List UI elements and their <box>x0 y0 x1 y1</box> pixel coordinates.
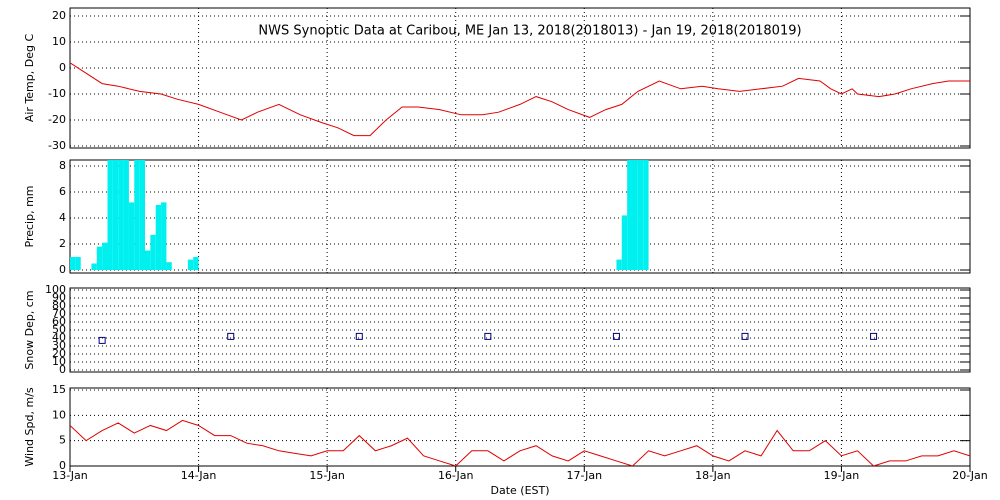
bar <box>166 262 172 270</box>
bar <box>643 160 649 270</box>
bar <box>102 242 108 270</box>
bar <box>139 160 145 270</box>
point <box>612 332 620 340</box>
y-axis-label: Snow Dep, cm <box>23 290 36 369</box>
y-tick-label: -30 <box>48 139 66 152</box>
y-tick-label: 0 <box>59 363 66 376</box>
panel-frame <box>69 387 971 467</box>
bar <box>621 215 628 270</box>
y-tick-label: 8 <box>59 159 66 172</box>
bar <box>193 257 199 270</box>
y-tick-label: 10 <box>52 355 66 368</box>
y-tick-label: 6 <box>59 185 66 198</box>
x-tick-label: 17-Jan <box>567 469 603 482</box>
y-tick-label: 50 <box>52 323 66 336</box>
bar <box>187 259 194 270</box>
point <box>741 332 749 340</box>
y-tick-label: 10 <box>52 408 66 421</box>
plot-area <box>70 160 649 270</box>
y-tick-label: 60 <box>52 315 66 328</box>
y-tick-label: 30 <box>52 339 66 352</box>
x-tick-label: 16-Jan <box>438 469 474 482</box>
y-tick-label: 20 <box>52 9 66 22</box>
y-tick-label: 90 <box>52 291 66 304</box>
x-tick-label: 19-Jan <box>824 469 860 482</box>
plot-area <box>70 419 970 466</box>
x-tick-label: 15-Jan <box>309 469 345 482</box>
point <box>870 332 878 340</box>
point <box>355 332 363 340</box>
bar <box>145 250 151 270</box>
point <box>98 336 106 344</box>
bar <box>632 160 638 270</box>
y-tick-label: 0 <box>59 459 66 472</box>
y-tick-label: 40 <box>52 331 66 344</box>
x-axis-label: Date (EST) <box>490 484 549 497</box>
bar <box>627 160 633 270</box>
y-tick-label: 10 <box>52 35 66 48</box>
bar <box>70 257 76 270</box>
y-tick-label: 20 <box>52 347 66 360</box>
y-tick-label: 5 <box>59 434 66 447</box>
point <box>484 332 492 340</box>
x-tick-label: 14-Jan <box>181 469 217 482</box>
y-tick-label: 0 <box>59 263 66 276</box>
bar <box>637 160 644 270</box>
bar <box>123 160 129 270</box>
y-tick-label: 70 <box>52 307 66 320</box>
y-axis-label: Air Temp, Deg C <box>23 34 36 123</box>
bar <box>91 263 97 270</box>
y-axis-label: Precip, mm <box>23 186 36 248</box>
bar <box>75 257 81 270</box>
data-line <box>70 62 970 137</box>
bar <box>616 259 622 270</box>
bar <box>96 246 103 270</box>
bar <box>118 160 124 270</box>
y-tick-label: 4 <box>59 211 66 224</box>
y-axis-label: Wind Spd, m/s <box>23 387 36 467</box>
panel-frame <box>69 7 971 149</box>
panel-frame <box>69 159 971 274</box>
panel-frame <box>69 287 971 373</box>
y-tick-label: 80 <box>52 299 66 312</box>
bar <box>150 234 156 270</box>
y-tick-label: -20 <box>48 113 66 126</box>
y-tick-label: 100 <box>45 283 66 296</box>
plot-area <box>70 62 970 137</box>
bar <box>112 160 119 270</box>
y-tick-label: 15 <box>52 383 66 396</box>
bar <box>161 202 167 270</box>
y-tick-label: 2 <box>59 237 66 250</box>
point <box>227 332 235 340</box>
y-tick-label: -10 <box>48 87 66 100</box>
x-tick-label: 20-Jan <box>952 469 988 482</box>
x-tick-label: 18-Jan <box>695 469 731 482</box>
data-line <box>70 419 970 466</box>
bar <box>128 202 135 270</box>
bar <box>107 160 113 270</box>
x-tick-label: 13-Jan <box>52 469 88 482</box>
bar <box>155 205 162 270</box>
y-tick-label: 0 <box>59 61 66 74</box>
chart-title: NWS Synoptic Data at Caribou, ME Jan 13,… <box>258 24 801 39</box>
plot-area <box>98 332 878 344</box>
bar <box>134 160 140 270</box>
